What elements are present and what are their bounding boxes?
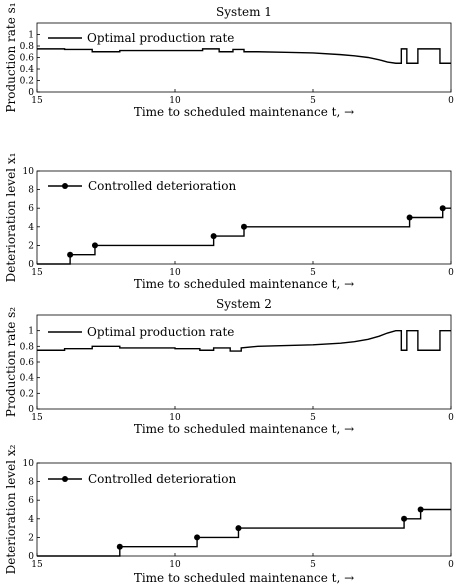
y-axis-label: Production rate s₁ xyxy=(4,2,18,112)
x-tick-label: 15 xyxy=(31,560,43,570)
x-axis-label: Time to scheduled maintenance t, → xyxy=(134,105,354,119)
y-tick-label: 10 xyxy=(23,167,35,177)
x-tick-label: 15 xyxy=(31,96,43,106)
plot-area-frame xyxy=(36,170,452,265)
jump-marker xyxy=(210,233,217,240)
y-axis-label: Deterioration level x₁ xyxy=(4,153,18,283)
x-axis-label: Time to scheduled maintenance t, → xyxy=(134,571,354,585)
y-tick-label: 0.6 xyxy=(20,54,35,64)
x-tick-label: 10 xyxy=(169,560,181,570)
x-tick-label: 10 xyxy=(169,96,181,106)
y-tick-label: 0 xyxy=(28,88,34,98)
y-tick-label: 0.4 xyxy=(20,65,35,75)
panel-system2-production: System 2 Optimal production rate Time to… xyxy=(4,297,454,436)
jump-marker xyxy=(417,506,424,513)
y-tick-label: 0.8 xyxy=(20,42,35,52)
jump-marker xyxy=(406,214,413,221)
x-tick-label: 5 xyxy=(310,413,316,423)
x-tick-label: 5 xyxy=(310,268,316,278)
x-tick-label: 10 xyxy=(169,413,181,423)
series-line xyxy=(37,207,451,265)
x-axis-label: Time to scheduled maintenance t, → xyxy=(134,277,354,291)
x-axis-label: Time to scheduled maintenance t, → xyxy=(134,422,354,436)
y-tick-label: 0.8 xyxy=(20,342,35,352)
y-tick-label: 0 xyxy=(28,405,34,415)
y-tick-label: 4 xyxy=(28,515,34,525)
legend-label: Controlled deterioration xyxy=(88,179,236,193)
jump-marker xyxy=(235,525,242,532)
y-tick-label: 0.2 xyxy=(20,77,34,87)
panel-system2-deterioration: Controlled deterioration Time to schedul… xyxy=(4,444,454,585)
jump-marker xyxy=(116,543,123,550)
jump-marker xyxy=(194,534,201,541)
y-tick-label: 4 xyxy=(28,223,34,233)
series-line xyxy=(37,508,451,557)
jump-marker xyxy=(67,251,74,258)
y-tick-label: 0.6 xyxy=(20,358,35,368)
legend-marker xyxy=(62,183,68,189)
legend-label: Optimal production rate xyxy=(87,31,234,45)
legend: Controlled deterioration xyxy=(48,472,236,486)
x-tick-label: 5 xyxy=(310,560,316,570)
x-tick-label: 0 xyxy=(448,560,454,570)
y-tick-label: 0.2 xyxy=(20,389,34,399)
y-tick-label: 0.4 xyxy=(20,374,35,384)
x-tick-label: 0 xyxy=(448,413,454,423)
y-axis-label: Deterioration level x₂ xyxy=(4,444,18,574)
chart-title: System 1 xyxy=(216,5,272,19)
x-tick-label: 10 xyxy=(169,268,181,278)
y-tick-label: 8 xyxy=(28,478,34,488)
jump-marker xyxy=(91,242,98,249)
x-tick-label: 15 xyxy=(31,268,43,278)
y-tick-label: 6 xyxy=(28,496,34,506)
x-tick-label: 0 xyxy=(448,268,454,278)
jump-marker xyxy=(439,205,446,212)
legend-marker xyxy=(62,476,68,482)
series-line xyxy=(37,48,451,64)
legend: Controlled deterioration xyxy=(48,179,236,193)
y-tick-label: 0 xyxy=(28,260,34,270)
y-tick-label: 1 xyxy=(28,31,34,41)
y-tick-label: 6 xyxy=(28,204,34,214)
y-tick-label: 10 xyxy=(23,459,35,469)
legend: Optimal production rate xyxy=(48,31,234,45)
panel-system1-deterioration: Controlled deterioration Time to schedul… xyxy=(4,153,454,291)
x-tick-label: 5 xyxy=(310,96,316,106)
chart-title: System 2 xyxy=(216,297,272,311)
legend-label: Optimal production rate xyxy=(87,325,234,339)
jump-marker xyxy=(241,223,247,230)
y-tick-label: 8 xyxy=(28,186,34,196)
y-tick-label: 0 xyxy=(28,552,34,562)
legend: Optimal production rate xyxy=(48,325,234,339)
jump-marker xyxy=(401,515,408,522)
y-tick-label: 2 xyxy=(28,241,34,251)
x-tick-label: 15 xyxy=(31,413,43,423)
y-tick-label: 2 xyxy=(28,533,34,543)
x-tick-label: 0 xyxy=(448,96,454,106)
y-tick-label: 1 xyxy=(28,327,34,337)
y-axis-label: Production rate s₂ xyxy=(4,307,18,417)
legend-label: Controlled deterioration xyxy=(88,472,236,486)
series-line xyxy=(37,329,451,352)
panel-system1-production: System 1 Optimal production rate Time to… xyxy=(4,2,454,119)
